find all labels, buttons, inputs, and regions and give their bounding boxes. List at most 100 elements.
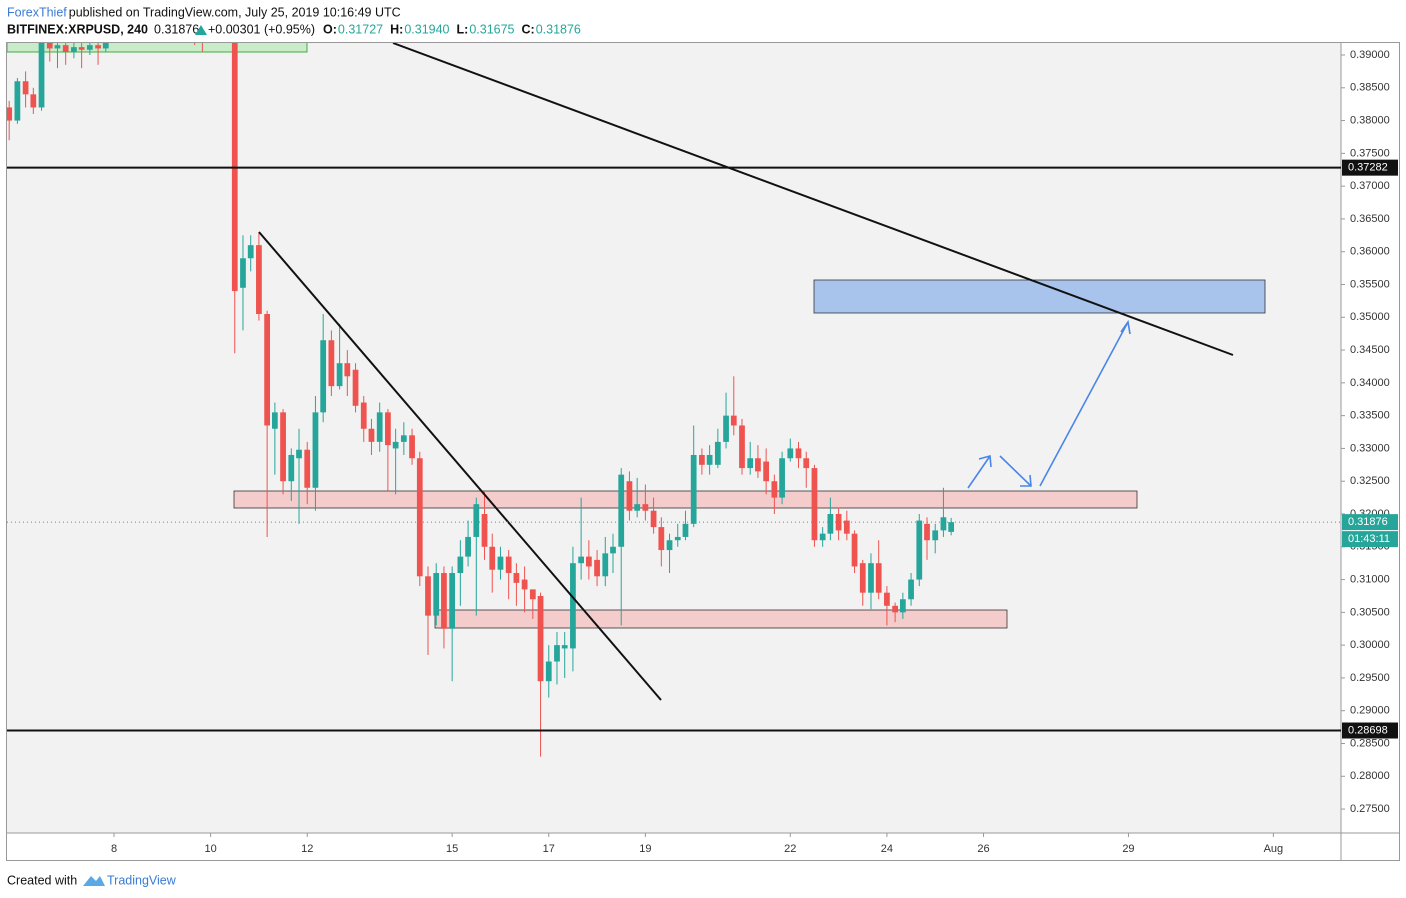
candle-body (618, 474, 625, 547)
candle-body (14, 81, 21, 121)
candle-body (730, 415, 737, 426)
candle-body (924, 523, 930, 541)
support-zone (434, 609, 1008, 629)
candle-body (747, 458, 754, 469)
candle-body (489, 546, 496, 570)
candle-body (505, 556, 512, 574)
candle-body (22, 81, 29, 95)
candle-body (71, 47, 77, 52)
candle-body (433, 573, 440, 616)
author[interactable]: ForexThief (7, 5, 67, 19)
candle-body (714, 441, 721, 465)
countdown-label: 01:43:11 (1348, 533, 1390, 545)
candle-body (416, 458, 423, 577)
y-tick-label: 0.39000 (1350, 49, 1390, 61)
up-arrow (195, 25, 207, 35)
candle-body (940, 517, 947, 531)
candle-body (666, 540, 673, 551)
brand[interactable]: TradingView (107, 873, 177, 887)
candle-body (795, 448, 802, 459)
candle-body (256, 245, 262, 315)
candle-body (537, 595, 544, 682)
candle-body (779, 458, 785, 498)
candle-body (368, 428, 375, 442)
candle-body (441, 573, 447, 629)
resistance-zone (233, 490, 1138, 509)
y-tick-label: 0.29500 (1350, 672, 1390, 684)
y-tick-label: 0.30500 (1350, 606, 1390, 618)
candle-body (908, 579, 914, 600)
candle-body (916, 520, 923, 580)
candle-body (843, 520, 850, 534)
ohlc-label: O: (323, 22, 337, 36)
candle-body (578, 556, 585, 564)
y-tick-label: 0.36000 (1350, 246, 1390, 258)
candle-body (280, 412, 286, 482)
candle-body (899, 599, 906, 613)
level-tag (1342, 159, 1398, 176)
candle-body (529, 589, 536, 600)
ohlc-label: H: (390, 22, 403, 36)
y-tick-label: 0.37000 (1350, 180, 1390, 192)
candle-body (296, 449, 302, 459)
candle-body (561, 645, 568, 649)
candle-body (449, 573, 456, 629)
candle-body (585, 556, 592, 567)
trend-line (392, 43, 1234, 356)
candle-body (771, 481, 778, 498)
supply-zone (7, 43, 308, 53)
candle-body (602, 553, 609, 577)
candle-body (819, 533, 826, 541)
y-tick-label: 0.35500 (1350, 278, 1390, 290)
candle-body (473, 504, 480, 537)
countdown-tag (1342, 531, 1398, 548)
projection-arrows (967, 319, 1131, 489)
x-tick-label: Aug (1264, 843, 1284, 855)
candle-body (650, 510, 657, 528)
candle-body (240, 258, 246, 288)
candle-body (521, 579, 528, 590)
x-tick-label: 22 (784, 843, 796, 855)
candle-body (264, 314, 271, 426)
y-tick-label: 0.38500 (1350, 82, 1390, 94)
candle-body (425, 576, 431, 616)
candle-body (62, 45, 69, 52)
target-zone (813, 279, 1266, 314)
level-tag-label: 0.28698 (1348, 724, 1388, 736)
candle-body (835, 513, 842, 531)
candle-body (787, 448, 794, 459)
candle-body (320, 340, 327, 413)
x-tick-label: 24 (881, 843, 893, 855)
y-tick-label: 0.30000 (1350, 639, 1390, 651)
candle-body (674, 536, 681, 541)
candle-body (78, 47, 85, 50)
candle-body (336, 363, 343, 387)
candle-body (610, 546, 616, 554)
level-tag-label: 0.37282 (1348, 162, 1388, 174)
candle-body (851, 533, 858, 567)
candle-body (634, 504, 641, 511)
candle-body (594, 559, 600, 577)
frame (6, 42, 1400, 861)
candle-body (38, 43, 45, 108)
x-tick-label: 29 (1122, 843, 1134, 855)
candle-body (392, 441, 399, 449)
level-tag (1342, 722, 1398, 739)
y-tick-label: 0.31000 (1350, 573, 1390, 585)
candle-body (385, 412, 391, 446)
x-tick-label: 26 (977, 843, 989, 855)
y-tick-label: 0.37500 (1350, 147, 1390, 159)
candle-body (626, 481, 633, 511)
candle-body (231, 43, 238, 292)
candle-body (409, 435, 415, 459)
y-tick-label: 0.34000 (1350, 377, 1390, 389)
plot-background (7, 43, 1341, 833)
candle-body (545, 661, 552, 682)
candle-body (932, 530, 939, 541)
candle-body (706, 454, 713, 465)
tv-logo (83, 876, 105, 886)
candle-body (30, 94, 37, 108)
ohlc-label: L: (457, 22, 469, 36)
candle-body (376, 412, 383, 442)
candle-body (859, 563, 866, 593)
